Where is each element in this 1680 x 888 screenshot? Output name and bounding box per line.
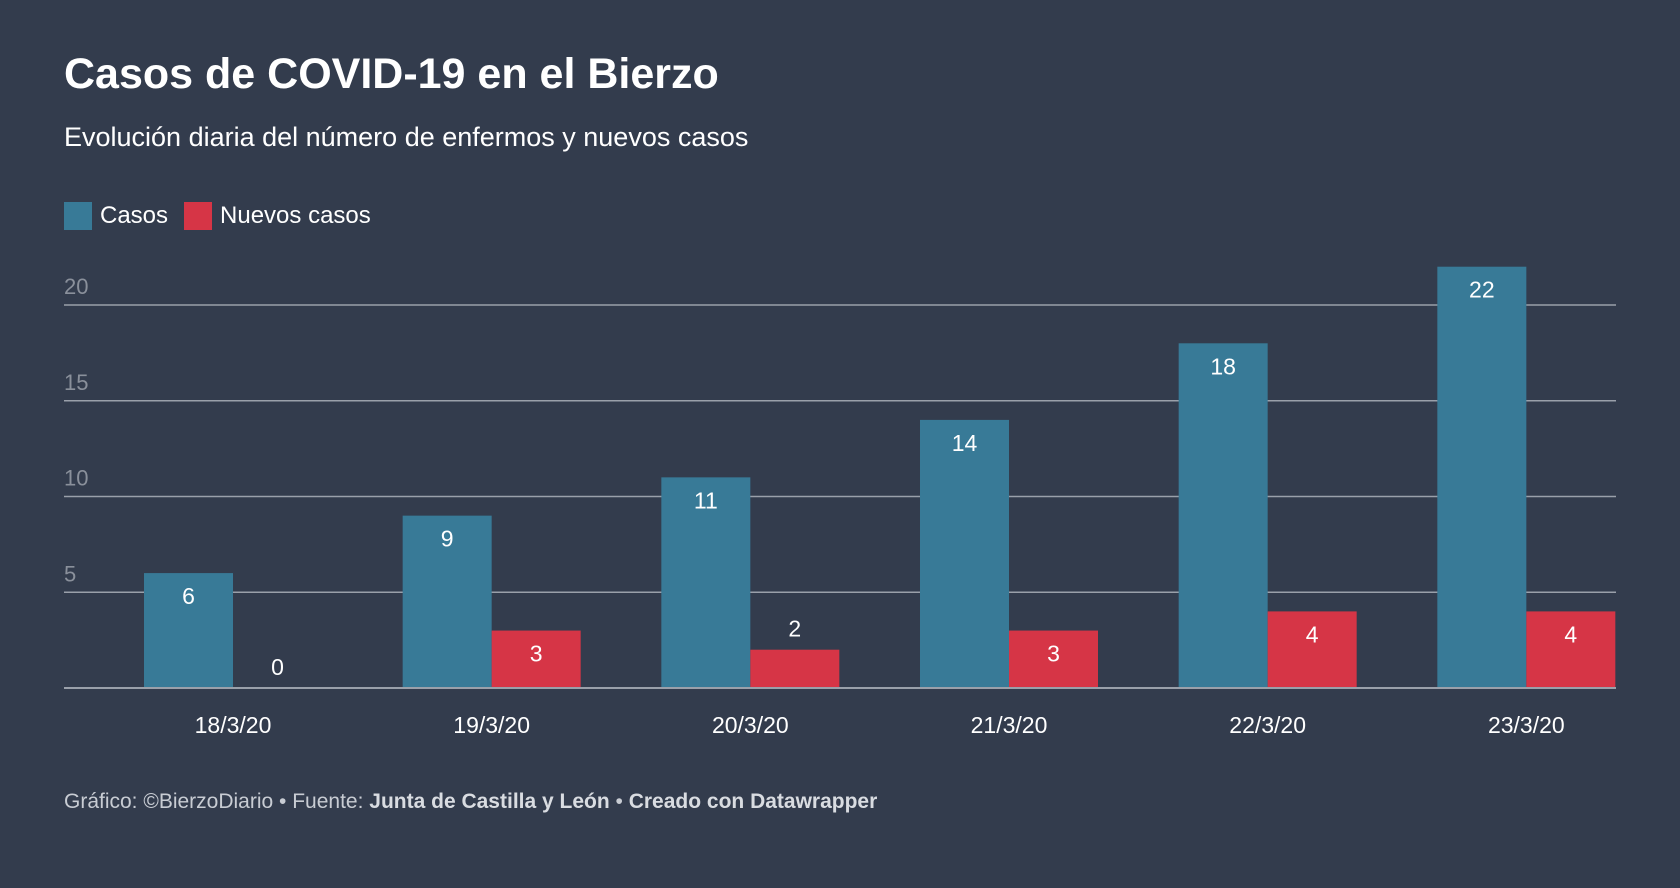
bar-nuevos-casos-19-3-20	[491, 630, 581, 688]
data-label-casos-18-3-20: 6	[182, 583, 195, 609]
bar-casos-19-3-20	[402, 515, 492, 688]
data-label-casos-19-3-20: 9	[441, 526, 454, 552]
x-tick-label-18-3-20: 18/3/20	[195, 712, 272, 738]
x-tick-label-23-3-20: 23/3/20	[1488, 712, 1565, 738]
data-label-casos-20-3-20: 11	[694, 487, 718, 513]
x-tick-label-20-3-20: 20/3/20	[712, 712, 789, 738]
legend-item-casos: Casos	[64, 202, 168, 230]
bar-nuevos-casos-21-3-20	[1009, 630, 1098, 688]
data-label-nuevos-casos-22-3-20: 4	[1306, 621, 1319, 647]
x-tick-label-22-3-20: 22/3/20	[1229, 712, 1306, 738]
chart-footer: Gráfico: ©BierzoDiario • Fuente: Junta d…	[64, 790, 877, 814]
footer-credit: Creado con Datawrapper	[628, 790, 878, 813]
y-tick-label-5: 5	[64, 561, 76, 586]
bar-casos-20-3-20	[661, 477, 751, 688]
bar-casos-22-3-20	[1178, 343, 1268, 688]
footer-separator: •	[609, 790, 629, 813]
chart-title: Casos de COVID-19 en el Bierzo	[64, 50, 719, 98]
legend-item-nuevos-casos: Nuevos casos	[184, 202, 371, 230]
data-label-nuevos-casos-23-3-20: 4	[1564, 621, 1577, 647]
legend-label-nuevos-casos: Nuevos casos	[220, 202, 371, 229]
bar-nuevos-casos-20-3-20	[750, 649, 840, 688]
y-tick-label-15: 15	[64, 370, 88, 395]
data-label-casos-21-3-20: 14	[952, 430, 978, 456]
legend-swatch-casos	[64, 202, 92, 230]
x-tick-label-19-3-20: 19/3/20	[453, 712, 530, 738]
footer-prefix: Gráfico: ©BierzoDiario • Fuente:	[64, 790, 370, 813]
bar-casos-23-3-20	[1437, 266, 1527, 688]
y-tick-label-20: 20	[64, 274, 88, 299]
x-tick-label-21-3-20: 21/3/20	[971, 712, 1048, 738]
bar-casos-18-3-20	[144, 573, 233, 688]
data-label-nuevos-casos-21-3-20: 3	[1047, 641, 1060, 667]
data-label-casos-23-3-20: 22	[1469, 277, 1495, 303]
data-label-nuevos-casos-18-3-20: 0	[271, 654, 284, 680]
bar-casos-21-3-20	[920, 419, 1009, 688]
chart-subtitle: Evolución diaria del número de enfermos …	[64, 122, 749, 152]
legend-label-casos: Casos	[100, 202, 169, 229]
data-label-casos-22-3-20: 18	[1210, 353, 1236, 379]
bar-nuevos-casos-22-3-20	[1267, 611, 1357, 688]
chart-legend: Casos Nuevos casos	[64, 202, 387, 230]
y-tick-label-10: 10	[64, 466, 88, 491]
data-label-nuevos-casos-19-3-20: 3	[530, 641, 543, 667]
bar-nuevos-casos-23-3-20	[1526, 611, 1616, 688]
data-label-nuevos-casos-20-3-20: 2	[788, 616, 801, 642]
legend-swatch-nuevos-casos	[184, 202, 213, 230]
footer-source: Junta de Castilla y León	[369, 790, 610, 813]
